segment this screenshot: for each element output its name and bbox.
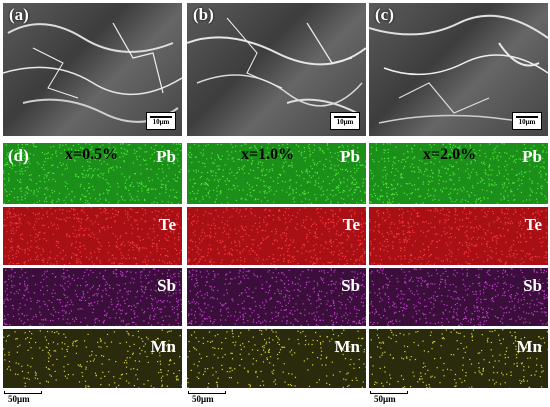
sem-texture bbox=[3, 22, 182, 123]
eds-map-pb: Pb x=0.5% bbox=[3, 143, 182, 204]
eds-map-sb: Sb bbox=[187, 268, 366, 326]
eds-dots bbox=[187, 268, 366, 326]
eds-map-mn: Mn bbox=[369, 329, 548, 388]
eds-map-pb: Pb x=1.0% bbox=[187, 143, 366, 204]
eds-map-te: Te bbox=[3, 207, 182, 265]
element-label: Te bbox=[524, 215, 542, 234]
scale-bar: 10μm bbox=[146, 112, 176, 130]
eds-dots bbox=[187, 207, 366, 265]
composition-label: x=2.0% bbox=[423, 146, 477, 163]
panel-label: (b) bbox=[193, 5, 214, 24]
element-label: Pb bbox=[522, 147, 542, 166]
eds-dots bbox=[3, 268, 182, 326]
scale-bar: 10μm bbox=[330, 112, 360, 130]
eds-dots bbox=[3, 143, 182, 204]
eds-dots bbox=[369, 143, 548, 204]
element-label: Pb bbox=[156, 147, 176, 166]
eds-map-pb: Pb x=2.0% bbox=[369, 143, 548, 204]
scale-bar: 10μm bbox=[512, 112, 542, 130]
element-label: Sb bbox=[157, 276, 176, 295]
element-label: Te bbox=[342, 215, 360, 234]
sem-texture bbox=[187, 17, 366, 114]
element-label: Te bbox=[158, 215, 176, 234]
eds-dots bbox=[3, 207, 182, 265]
element-label: Mn bbox=[516, 337, 543, 356]
eds-map-te: Te bbox=[369, 207, 548, 265]
panel-label: (a) bbox=[9, 5, 29, 24]
panel-label-d: (d) bbox=[8, 146, 29, 165]
element-label: Mn bbox=[150, 337, 177, 356]
sem-image-a: (a) 10μm bbox=[3, 3, 182, 136]
element-label: Mn bbox=[334, 337, 361, 356]
eds-dots bbox=[369, 207, 548, 265]
element-label: Sb bbox=[523, 276, 542, 295]
eds-map-mn: Mn bbox=[187, 329, 366, 388]
composition-label: x=0.5% bbox=[65, 146, 119, 163]
sem-image-b: (b) 10μm bbox=[187, 3, 366, 136]
eds-dots bbox=[187, 143, 366, 204]
composition-label: x=1.0% bbox=[241, 146, 295, 163]
eds-map-sb: Sb bbox=[3, 268, 182, 326]
eds-dots bbox=[369, 329, 548, 388]
eds-dots bbox=[369, 268, 548, 326]
eds-dots bbox=[187, 329, 366, 388]
element-label: Sb bbox=[341, 276, 360, 295]
eds-dots bbox=[3, 329, 182, 388]
eds-map-te: Te bbox=[187, 207, 366, 265]
element-label: Pb bbox=[340, 147, 360, 166]
sem-texture bbox=[369, 14, 548, 124]
sem-image-c: (c) 10μm bbox=[369, 3, 548, 136]
eds-map-sb: Sb bbox=[369, 268, 548, 326]
panel-label: (c) bbox=[375, 5, 394, 24]
eds-map-mn: Mn bbox=[3, 329, 182, 388]
